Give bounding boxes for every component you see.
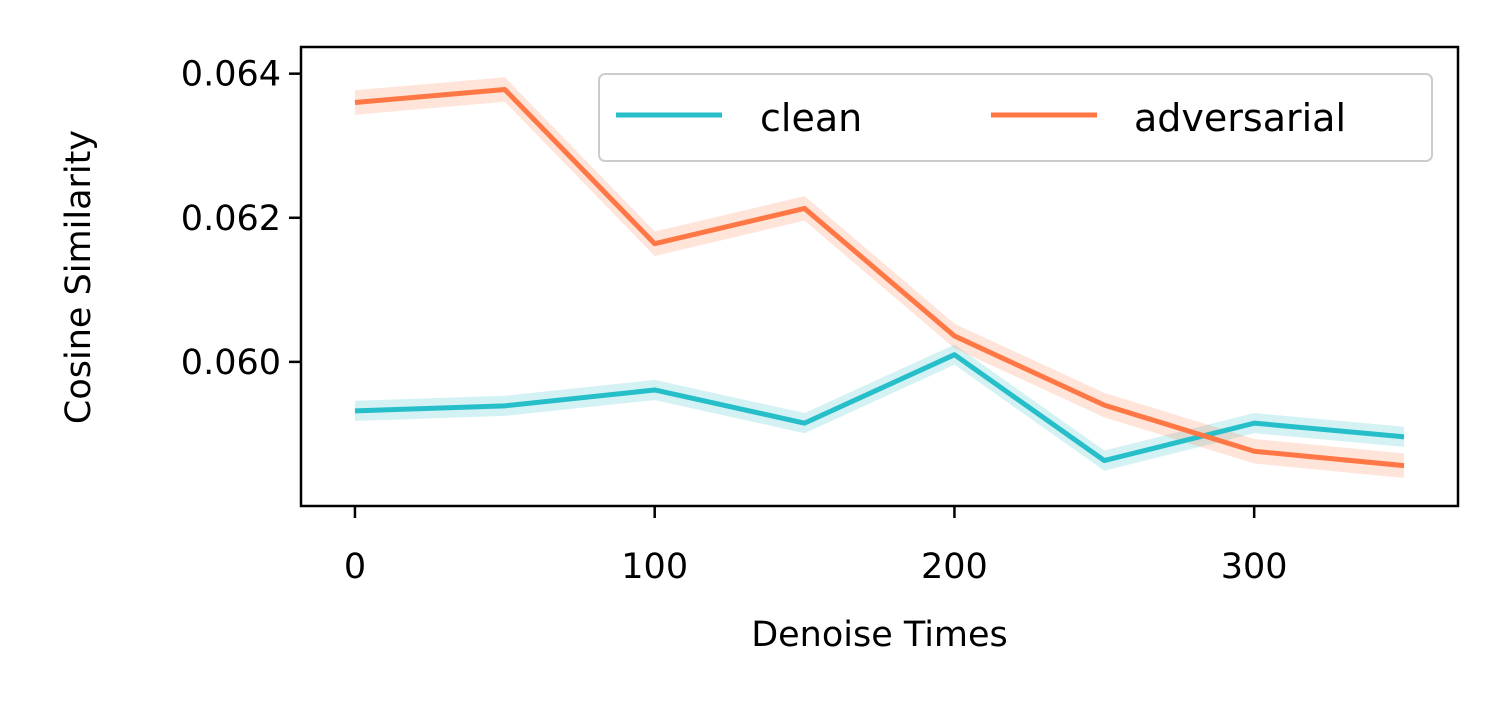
x-tick-label: 100 — [621, 547, 688, 587]
series-line-clean — [354, 352, 1405, 464]
series-line-adversarial — [354, 87, 1405, 469]
legend: clean adversarial — [598, 73, 1433, 162]
y-axis-ticks: 0.060 0.062 0.064 — [181, 55, 301, 383]
series-lines — [354, 87, 1405, 469]
legend-label-adversarial: adversarial — [1134, 96, 1346, 140]
y-tick-label: 0.062 — [181, 199, 281, 239]
band-clean — [354, 344, 1405, 471]
x-axis-label: Denoise Times — [751, 615, 1008, 655]
confidence-bands — [354, 77, 1405, 478]
x-axis-ticks: 0 100 200 300 — [344, 506, 1288, 587]
y-tick-label: 0.064 — [181, 55, 281, 95]
plot-area-frame — [299, 45, 1460, 508]
x-tick-label: 200 — [921, 547, 988, 587]
y-tick-label: 0.060 — [181, 343, 281, 383]
band-adversarial — [354, 77, 1405, 478]
x-tick-label: 300 — [1221, 547, 1288, 587]
legend-label-clean: clean — [760, 96, 862, 140]
y-axis-label: Cosine Similarity — [59, 130, 99, 424]
x-tick-label: 0 — [344, 547, 366, 587]
